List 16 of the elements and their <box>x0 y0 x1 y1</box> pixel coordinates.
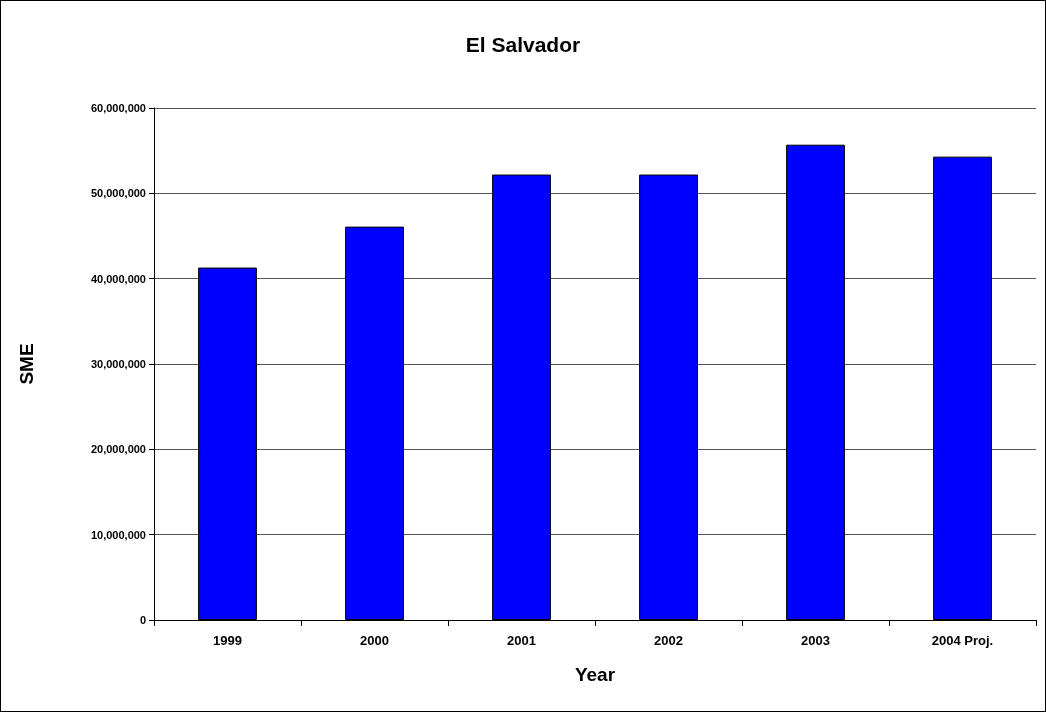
x-axis-title: Year <box>574 664 616 685</box>
y-tick-label: 10,000,000 <box>90 528 146 541</box>
y-tick-label: 20,000,000 <box>90 443 146 456</box>
x-tick-label: 2003 <box>801 633 830 648</box>
x-tick-label: 2001 <box>507 633 536 648</box>
y-tick-label: 40,000,000 <box>90 272 146 285</box>
x-tick-label: 2002 <box>654 633 683 648</box>
y-tick-label: 30,000,000 <box>90 358 146 370</box>
x-tick-label: 1999 <box>213 633 242 648</box>
y-tick-label: 50,000,000 <box>90 187 146 200</box>
y-tick-label: 0 <box>139 614 146 626</box>
chart-title: El Salvador <box>465 33 581 56</box>
y-axis-title: SME <box>16 343 37 385</box>
x-tick-label: 2000 <box>360 633 389 648</box>
x-tick-label: 2004 Proj. <box>931 633 994 648</box>
y-tick-label: 60,000,000 <box>90 102 146 114</box>
